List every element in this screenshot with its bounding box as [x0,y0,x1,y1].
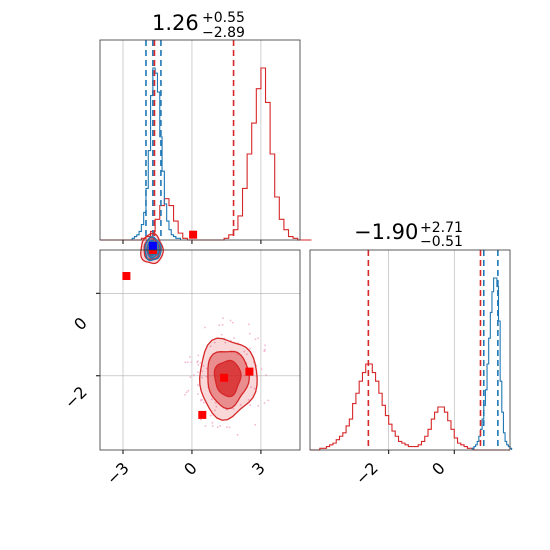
marginal-histogram-param-1 [99,39,312,244]
joint-sample-dot [197,354,200,357]
joint-sample-dot [209,345,212,348]
joint-sample-dot [197,360,199,362]
joint-sample-dot [248,332,251,335]
joint-sample-dot [200,418,202,421]
joint-sample-dot [218,324,221,326]
joint-sample-dot [205,375,208,378]
title-panel-1: 1.26 +0.55 −2.89 [152,10,245,41]
joint-sample-dot [220,333,223,336]
joint-sample-dot [228,426,231,429]
hist2-histogram-red [310,363,510,451]
joint-sample-dot [236,353,239,356]
title-3-value: −1.90 [354,220,418,244]
joint-sample-dot [250,386,253,388]
joint-sample-dot [197,393,199,395]
joint-sample-dot [202,365,205,367]
joint-sample-dot [204,425,207,427]
hist2-histogram-blue [471,277,513,450]
joint-sample-dot [229,319,232,322]
joint-sample-dot [247,399,250,401]
title-3-plus: +2.71 [420,220,463,236]
joint-sample-dot [209,414,212,417]
joint-sample-dot [214,409,216,412]
title-panel-3: −1.90 +2.71 −0.51 [354,220,463,250]
joint-sample-dot [243,350,246,353]
joint-sample-dot [199,362,202,364]
joint-sample-dot [263,350,266,352]
joint-sample-dot [186,361,189,364]
joint-sample-dot [232,407,235,410]
joint-sample-dot [185,391,188,394]
joint-sample-dot [239,403,242,406]
hist1-frame [99,39,301,241]
joint-sample-dot [222,317,224,320]
joint-sample-dot [201,370,204,373]
joint-sample-dot [187,389,190,392]
title-1-plus: +0.55 [202,10,245,26]
joint-sample-dot [189,376,192,378]
joint-frame [99,249,301,451]
red-marker-1 [189,230,198,239]
joint-sample-dot [254,338,257,341]
joint-sample-dot [214,401,217,404]
joint-sample-dot [246,353,248,356]
joint-sample-dot [263,402,266,404]
red-marker-5 [198,410,207,419]
red-marker-3 [220,373,229,382]
joint-sample-dot [249,347,251,350]
title-3-minus: −0.51 [420,234,463,250]
joint-sample-dot [231,321,234,324]
joint-sample-dot [211,425,214,427]
joint-sample-dot [205,367,208,370]
joint-sample-dot [221,323,224,326]
joint-sample-dot [254,423,257,426]
joint-sample-dot [224,341,227,344]
joint-sample-dot [219,425,222,427]
red-marker-0 [122,272,131,280]
joint-sample-dot [196,371,199,373]
title-1-value: 1.26 [152,11,199,35]
joint-sample-dot [213,341,216,344]
joint-sample-dot [265,374,267,376]
joint-sample-dot [202,401,205,404]
joint-sample-dot [215,405,218,408]
joint-sample-dot [201,376,203,379]
joint-sample-dot [257,337,260,339]
joint-sample-dot [196,384,199,387]
joint-sample-dot [260,368,263,370]
joint-sample-dot [193,374,195,376]
joint-sample-dot [264,348,266,351]
joint-sample-dot [197,364,200,366]
joint-sample-dot [216,426,219,428]
joint-sample-dot [267,399,270,402]
joint-sample-dot [204,326,207,329]
red-marker-4 [245,367,254,376]
joint-sample-dot [184,394,186,396]
joint-sample-dot [226,426,228,428]
joint-sample-dot [190,361,193,363]
blue-marker-0 [148,241,157,250]
joint-contour-panel [96,230,301,454]
joint-sample-dot [247,323,250,326]
joint-sample-dot [257,404,259,407]
joint-sample-dot [211,398,213,400]
joint-sample-dot [264,344,266,347]
joint-sample-dot [249,404,252,406]
joint-sample-dot [189,356,191,358]
title-1-minus: −2.89 [202,25,245,41]
joint-sample-dot [184,361,187,364]
marginal-histogram-param-2 [309,249,513,454]
hist2-frame [309,249,511,451]
joint-sample-dot [211,421,214,424]
joint-sample-dot [199,399,202,402]
joint-sample-dot [236,433,239,436]
joint-sample-dot [233,337,235,339]
joint-sample-dot [253,387,256,390]
